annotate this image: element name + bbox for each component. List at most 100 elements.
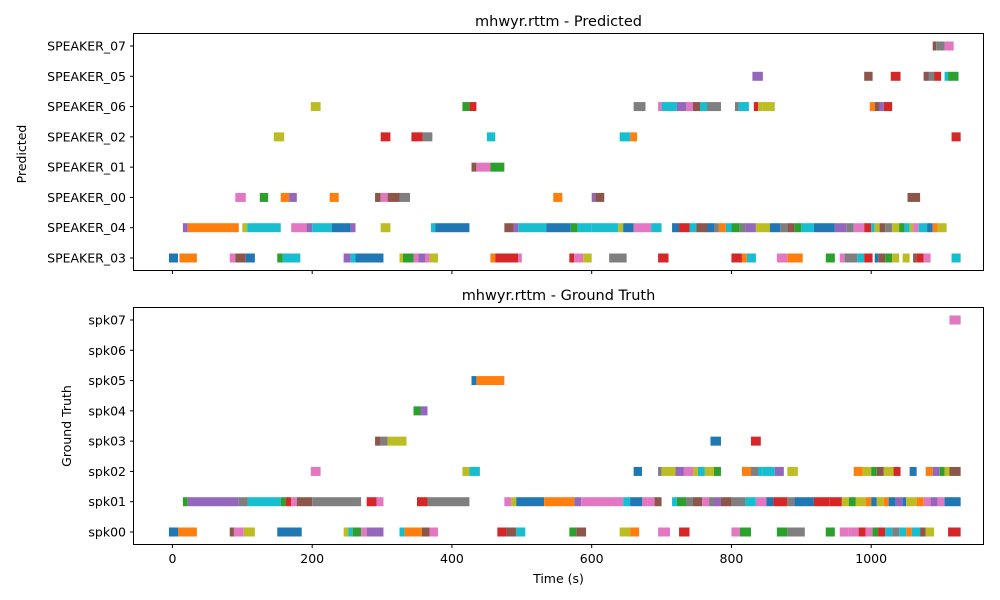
segment-SPEAKER_00-113 bbox=[595, 192, 605, 202]
segment-spk01-98 bbox=[923, 497, 931, 507]
segment-SPEAKER_03-16 bbox=[490, 253, 496, 263]
segment-SPEAKER_07-156 bbox=[932, 41, 937, 51]
segment-spk00-39 bbox=[906, 527, 912, 537]
segment-spk01-65 bbox=[630, 497, 642, 507]
segment-SPEAKER_02-121 bbox=[422, 132, 433, 142]
segment-SPEAKER_04-57 bbox=[518, 223, 547, 233]
segment-SPEAKER_03-32 bbox=[857, 253, 865, 263]
y-tick-label-spk06: spk06 bbox=[88, 343, 126, 358]
segment-spk00-16 bbox=[497, 527, 507, 537]
segment-spk00-24 bbox=[679, 527, 690, 537]
segment-SPEAKER_04-61 bbox=[591, 223, 619, 233]
segment-SPEAKER_03-12 bbox=[413, 253, 419, 263]
segment-spk00-43 bbox=[948, 527, 961, 537]
segment-SPEAKER_02-125 bbox=[951, 132, 961, 142]
y-tick-label-spk02: spk02 bbox=[88, 464, 126, 479]
segment-spk02-110 bbox=[693, 466, 698, 476]
segment-spk01-101 bbox=[944, 497, 961, 507]
segment-spk01-45 bbox=[187, 497, 239, 507]
segment-spk00-3 bbox=[233, 527, 244, 537]
segment-spk02-113 bbox=[713, 466, 721, 476]
segment-spk02-108 bbox=[675, 466, 684, 476]
segment-SPEAKER_04-43 bbox=[182, 223, 188, 233]
segment-spk02-122 bbox=[862, 466, 872, 476]
segment-spk01-55 bbox=[376, 497, 384, 507]
segment-SPEAKER_04-46 bbox=[247, 223, 281, 233]
segment-spk05-140 bbox=[471, 376, 477, 386]
segment-SPEAKER_04-91 bbox=[879, 223, 886, 233]
segment-SPEAKER_04-84 bbox=[813, 223, 835, 233]
segment-spk01-94 bbox=[895, 497, 903, 507]
segment-SPEAKER_06-127 bbox=[462, 102, 470, 112]
segment-spk02-129 bbox=[932, 466, 940, 476]
segment-SPEAKER_02-119 bbox=[380, 132, 391, 142]
segment-SPEAKER_02-122 bbox=[486, 132, 496, 142]
segment-spk01-75 bbox=[713, 497, 721, 507]
segment-SPEAKER_04-69 bbox=[689, 223, 697, 233]
segment-SPEAKER_04-49 bbox=[312, 223, 332, 233]
segment-spk00-11 bbox=[376, 527, 384, 537]
segment-spk00-27 bbox=[776, 527, 788, 537]
segment-SPEAKER_03-30 bbox=[839, 253, 845, 263]
segment-spk00-36 bbox=[885, 527, 893, 537]
segment-SPEAKER_05-150 bbox=[890, 71, 901, 81]
chart-predicted: mhwyr.rttm - Predicted SPEAKER_03 SPEAKER… bbox=[14, 14, 984, 274]
segment-spk01-76 bbox=[720, 497, 732, 507]
segment-spk01-59 bbox=[511, 497, 517, 507]
segment-spk01-93 bbox=[888, 497, 896, 507]
segment-spk02-105 bbox=[633, 466, 643, 476]
segment-SPEAKER_03-31 bbox=[844, 253, 858, 263]
segment-SPEAKER_07-158 bbox=[944, 41, 954, 51]
segment-SPEAKER_04-56 bbox=[513, 223, 519, 233]
segment-spk02-131 bbox=[944, 466, 950, 476]
segment-SPEAKER_05-149 bbox=[864, 71, 873, 81]
segment-spk01-90 bbox=[871, 497, 877, 507]
segment-spk03-133 bbox=[375, 436, 381, 446]
segment-SPEAKER_03-36 bbox=[885, 253, 893, 263]
x-tick-label-600: 600 bbox=[580, 551, 604, 566]
segment-spk02-104 bbox=[469, 466, 480, 476]
segment-spk01-80 bbox=[766, 497, 774, 507]
segment-spk02-130 bbox=[939, 466, 945, 476]
segment-SPEAKER_02-120 bbox=[411, 132, 423, 142]
segment-spk02-112 bbox=[704, 466, 714, 476]
segment-SPEAKER_03-13 bbox=[418, 253, 426, 263]
segment-SPEAKER_03-25 bbox=[741, 253, 747, 263]
segment-SPEAKER_03-37 bbox=[892, 253, 900, 263]
segment-SPEAKER_04-78 bbox=[755, 223, 770, 233]
y-tick-label-SPEAKER_05: SPEAKER_05 bbox=[47, 69, 126, 84]
segment-spk03-134 bbox=[380, 436, 388, 446]
segment-SPEAKER_03-28 bbox=[787, 253, 803, 263]
segment-spk00-23 bbox=[658, 527, 670, 537]
segment-SPEAKER_05-155 bbox=[948, 71, 959, 81]
segment-SPEAKER_03-14 bbox=[425, 253, 430, 263]
segment-SPEAKER_04-54 bbox=[435, 223, 470, 233]
segment-spk01-84 bbox=[813, 497, 830, 507]
y-tick-label-spk07: spk07 bbox=[88, 313, 126, 328]
segment-spk02-126 bbox=[893, 466, 901, 476]
segment-spk00-13 bbox=[404, 527, 422, 537]
segment-SPEAKER_06-126 bbox=[310, 102, 321, 112]
segment-SPEAKER_06-142 bbox=[758, 102, 763, 112]
segment-spk00-12 bbox=[399, 527, 405, 537]
segment-spk02-103 bbox=[462, 466, 470, 476]
segment-spk01-67 bbox=[647, 497, 655, 507]
segment-spk01-64 bbox=[623, 497, 631, 507]
segment-SPEAKER_06-140 bbox=[738, 102, 749, 112]
segment-SPEAKER_03-34 bbox=[874, 253, 879, 263]
segment-spk02-132 bbox=[949, 466, 961, 476]
segment-SPEAKER_04-60 bbox=[577, 223, 592, 233]
y-tick-label-SPEAKER_03: SPEAKER_03 bbox=[47, 251, 126, 266]
segment-spk00-17 bbox=[506, 527, 517, 537]
chart-predicted-title: mhwyr.rttm - Predicted bbox=[475, 14, 642, 30]
segment-spk01-92 bbox=[883, 497, 889, 507]
segment-spk07-142 bbox=[949, 315, 961, 325]
segment-SPEAKER_04-52 bbox=[380, 223, 391, 233]
y-tick-label-SPEAKER_04: SPEAKER_04 bbox=[47, 220, 126, 235]
segment-spk02-106 bbox=[658, 466, 662, 476]
segment-spk01-73 bbox=[702, 497, 710, 507]
segment-SPEAKER_00-102 bbox=[235, 192, 246, 202]
segment-SPEAKER_07-157 bbox=[936, 41, 945, 51]
segment-SPEAKER_00-112 bbox=[591, 192, 596, 202]
chart-ground-truth-title: mhwyr.rttm - Ground Truth bbox=[462, 288, 656, 304]
